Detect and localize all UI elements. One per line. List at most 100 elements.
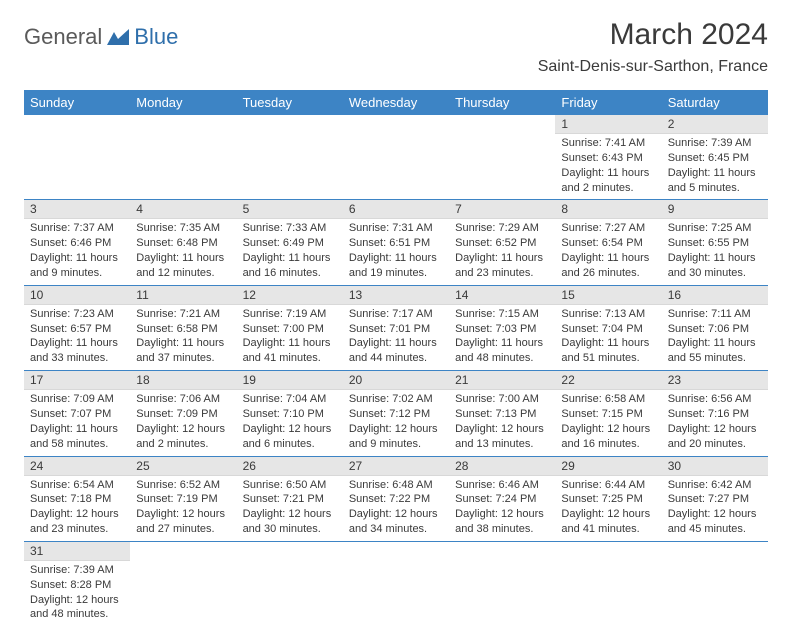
calendar-cell: 3Sunrise: 7:37 AMSunset: 6:46 PMDaylight… (24, 200, 130, 285)
calendar-cell: 8Sunrise: 7:27 AMSunset: 6:54 PMDaylight… (555, 200, 661, 285)
sunset-text: Sunset: 7:03 PM (455, 322, 549, 337)
daylight-text: Daylight: 12 hours and 20 minutes. (668, 422, 762, 452)
sunset-text: Sunset: 6:54 PM (561, 236, 655, 251)
sunrise-text: Sunrise: 7:27 AM (561, 221, 655, 236)
sunset-text: Sunset: 7:13 PM (455, 407, 549, 422)
sunset-text: Sunset: 6:49 PM (243, 236, 337, 251)
calendar-cell: 18Sunrise: 7:06 AMSunset: 7:09 PMDayligh… (130, 371, 236, 456)
calendar-cell: 14Sunrise: 7:15 AMSunset: 7:03 PMDayligh… (449, 285, 555, 370)
day-content: Sunrise: 7:23 AMSunset: 6:57 PMDaylight:… (24, 305, 130, 370)
day-content: Sunrise: 7:41 AMSunset: 6:43 PMDaylight:… (555, 134, 661, 199)
day-content: Sunrise: 7:33 AMSunset: 6:49 PMDaylight:… (237, 219, 343, 284)
day-content: Sunrise: 6:48 AMSunset: 7:22 PMDaylight:… (343, 476, 449, 541)
day-number: 14 (449, 286, 555, 305)
day-content: Sunrise: 6:54 AMSunset: 7:18 PMDaylight:… (24, 476, 130, 541)
sunrise-text: Sunrise: 7:00 AM (455, 392, 549, 407)
day-content: Sunrise: 7:31 AMSunset: 6:51 PMDaylight:… (343, 219, 449, 284)
calendar-cell: 4Sunrise: 7:35 AMSunset: 6:48 PMDaylight… (130, 200, 236, 285)
calendar-cell: 25Sunrise: 6:52 AMSunset: 7:19 PMDayligh… (130, 456, 236, 541)
daylight-text: Daylight: 11 hours and 2 minutes. (561, 166, 655, 196)
day-number: 5 (237, 200, 343, 219)
daylight-text: Daylight: 11 hours and 9 minutes. (30, 251, 124, 281)
sunrise-text: Sunrise: 6:50 AM (243, 478, 337, 493)
day-content: Sunrise: 7:11 AMSunset: 7:06 PMDaylight:… (662, 305, 768, 370)
day-number: 6 (343, 200, 449, 219)
sunset-text: Sunset: 6:48 PM (136, 236, 230, 251)
sunrise-text: Sunrise: 7:41 AM (561, 136, 655, 151)
sunrise-text: Sunrise: 7:33 AM (243, 221, 337, 236)
sunrise-text: Sunrise: 7:19 AM (243, 307, 337, 322)
day-content: Sunrise: 7:27 AMSunset: 6:54 PMDaylight:… (555, 219, 661, 284)
day-number: 26 (237, 457, 343, 476)
calendar-cell: 1Sunrise: 7:41 AMSunset: 6:43 PMDaylight… (555, 115, 661, 200)
calendar-cell: 28Sunrise: 6:46 AMSunset: 7:24 PMDayligh… (449, 456, 555, 541)
calendar-cell (343, 541, 449, 626)
day-number: 31 (24, 542, 130, 561)
day-content: Sunrise: 7:25 AMSunset: 6:55 PMDaylight:… (662, 219, 768, 284)
daylight-text: Daylight: 12 hours and 45 minutes. (668, 507, 762, 537)
daylight-text: Daylight: 11 hours and 12 minutes. (136, 251, 230, 281)
day-content: Sunrise: 6:56 AMSunset: 7:16 PMDaylight:… (662, 390, 768, 455)
weekday-header: Sunday (24, 90, 130, 115)
daylight-text: Daylight: 11 hours and 19 minutes. (349, 251, 443, 281)
daylight-text: Daylight: 11 hours and 26 minutes. (561, 251, 655, 281)
sunrise-text: Sunrise: 7:37 AM (30, 221, 124, 236)
calendar-cell (237, 115, 343, 200)
day-content: Sunrise: 7:00 AMSunset: 7:13 PMDaylight:… (449, 390, 555, 455)
day-content: Sunrise: 7:13 AMSunset: 7:04 PMDaylight:… (555, 305, 661, 370)
daylight-text: Daylight: 12 hours and 27 minutes. (136, 507, 230, 537)
calendar-cell: 12Sunrise: 7:19 AMSunset: 7:00 PMDayligh… (237, 285, 343, 370)
day-content: Sunrise: 6:46 AMSunset: 7:24 PMDaylight:… (449, 476, 555, 541)
day-content: Sunrise: 6:44 AMSunset: 7:25 PMDaylight:… (555, 476, 661, 541)
daylight-text: Daylight: 11 hours and 33 minutes. (30, 336, 124, 366)
daylight-text: Daylight: 12 hours and 2 minutes. (136, 422, 230, 452)
day-number: 23 (662, 371, 768, 390)
day-number: 7 (449, 200, 555, 219)
calendar-row: 24Sunrise: 6:54 AMSunset: 7:18 PMDayligh… (24, 456, 768, 541)
calendar-cell: 10Sunrise: 7:23 AMSunset: 6:57 PMDayligh… (24, 285, 130, 370)
sunset-text: Sunset: 6:46 PM (30, 236, 124, 251)
calendar-cell (662, 541, 768, 626)
sunrise-text: Sunrise: 7:35 AM (136, 221, 230, 236)
sunset-text: Sunset: 7:10 PM (243, 407, 337, 422)
day-content: Sunrise: 6:58 AMSunset: 7:15 PMDaylight:… (555, 390, 661, 455)
day-content: Sunrise: 6:52 AMSunset: 7:19 PMDaylight:… (130, 476, 236, 541)
day-number: 25 (130, 457, 236, 476)
calendar-cell (130, 541, 236, 626)
calendar-cell: 23Sunrise: 6:56 AMSunset: 7:16 PMDayligh… (662, 371, 768, 456)
sunrise-text: Sunrise: 7:09 AM (30, 392, 124, 407)
calendar-cell: 21Sunrise: 7:00 AMSunset: 7:13 PMDayligh… (449, 371, 555, 456)
day-number: 10 (24, 286, 130, 305)
weekday-header: Saturday (662, 90, 768, 115)
calendar-cell: 20Sunrise: 7:02 AMSunset: 7:12 PMDayligh… (343, 371, 449, 456)
sunset-text: Sunset: 6:43 PM (561, 151, 655, 166)
day-number: 12 (237, 286, 343, 305)
sunrise-text: Sunrise: 7:31 AM (349, 221, 443, 236)
sunrise-text: Sunrise: 6:48 AM (349, 478, 443, 493)
sunset-text: Sunset: 6:51 PM (349, 236, 443, 251)
day-number: 21 (449, 371, 555, 390)
calendar-body: 1Sunrise: 7:41 AMSunset: 6:43 PMDaylight… (24, 115, 768, 626)
sunset-text: Sunset: 7:19 PM (136, 492, 230, 507)
daylight-text: Daylight: 12 hours and 16 minutes. (561, 422, 655, 452)
sunrise-text: Sunrise: 7:11 AM (668, 307, 762, 322)
day-number: 27 (343, 457, 449, 476)
daylight-text: Daylight: 12 hours and 38 minutes. (455, 507, 549, 537)
month-title: March 2024 (538, 18, 768, 52)
calendar-row: 1Sunrise: 7:41 AMSunset: 6:43 PMDaylight… (24, 115, 768, 200)
calendar-cell (130, 115, 236, 200)
daylight-text: Daylight: 11 hours and 30 minutes. (668, 251, 762, 281)
daylight-text: Daylight: 11 hours and 51 minutes. (561, 336, 655, 366)
sunset-text: Sunset: 7:06 PM (668, 322, 762, 337)
day-content: Sunrise: 7:17 AMSunset: 7:01 PMDaylight:… (343, 305, 449, 370)
sunrise-text: Sunrise: 6:58 AM (561, 392, 655, 407)
calendar-cell: 15Sunrise: 7:13 AMSunset: 7:04 PMDayligh… (555, 285, 661, 370)
day-content: Sunrise: 7:29 AMSunset: 6:52 PMDaylight:… (449, 219, 555, 284)
sunset-text: Sunset: 7:18 PM (30, 492, 124, 507)
day-content: Sunrise: 7:06 AMSunset: 7:09 PMDaylight:… (130, 390, 236, 455)
calendar-row: 31Sunrise: 7:39 AMSunset: 8:28 PMDayligh… (24, 541, 768, 626)
sunset-text: Sunset: 6:55 PM (668, 236, 762, 251)
daylight-text: Daylight: 11 hours and 44 minutes. (349, 336, 443, 366)
day-number: 29 (555, 457, 661, 476)
daylight-text: Daylight: 11 hours and 55 minutes. (668, 336, 762, 366)
